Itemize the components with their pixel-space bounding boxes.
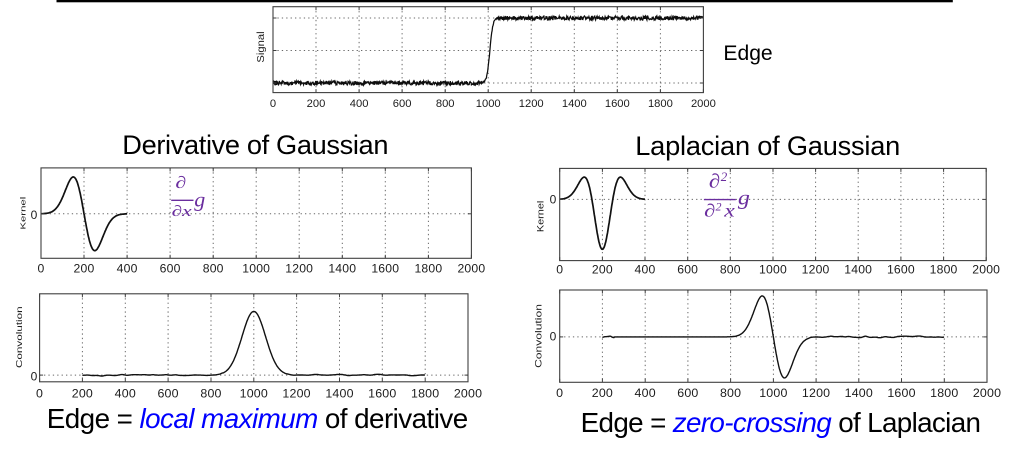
- svg-text:Laplacian of Gaussian: Laplacian of Gaussian: [635, 130, 900, 161]
- svg-text:0: 0: [31, 369, 38, 383]
- svg-text:0: 0: [556, 386, 563, 400]
- svg-text:200: 200: [592, 263, 613, 277]
- svg-text:∂x: ∂x: [172, 203, 192, 220]
- svg-text:800: 800: [200, 387, 221, 401]
- svg-text:1200: 1200: [802, 386, 830, 400]
- svg-text:Derivative of Gaussian: Derivative of Gaussian: [122, 129, 388, 160]
- svg-text:1200: 1200: [519, 98, 544, 110]
- svg-text:600: 600: [157, 387, 178, 401]
- svg-text:Convolution: Convolution: [16, 306, 25, 368]
- svg-text:0: 0: [556, 263, 563, 277]
- svg-text:1000: 1000: [242, 262, 270, 276]
- svg-text:1400: 1400: [562, 98, 587, 110]
- svg-text:1800: 1800: [930, 263, 958, 277]
- svg-text:600: 600: [160, 262, 181, 276]
- svg-text:2000: 2000: [454, 387, 482, 401]
- svg-text:0: 0: [550, 329, 557, 343]
- svg-text:2000: 2000: [457, 262, 485, 276]
- svg-text:1400: 1400: [844, 263, 872, 277]
- svg-text:Convolution: Convolution: [534, 304, 544, 368]
- svg-text:∂: ∂: [709, 171, 721, 193]
- svg-text:800: 800: [203, 262, 224, 276]
- svg-text:1600: 1600: [371, 262, 399, 276]
- svg-text:1200: 1200: [285, 262, 313, 276]
- svg-text:0: 0: [36, 387, 43, 401]
- svg-text:2000: 2000: [691, 98, 716, 110]
- svg-text:1800: 1800: [930, 386, 958, 400]
- svg-text:Edge = local maximum of deriva: Edge = local maximum of derivative: [47, 403, 468, 434]
- svg-text:1000: 1000: [240, 387, 268, 401]
- svg-text:2: 2: [716, 200, 722, 214]
- svg-text:∂: ∂: [704, 200, 715, 220]
- svg-text:1800: 1800: [411, 387, 439, 401]
- svg-text:400: 400: [635, 386, 656, 400]
- svg-text:200: 200: [592, 386, 613, 400]
- svg-text:Edge: Edge: [723, 42, 772, 65]
- svg-text:600: 600: [677, 263, 698, 277]
- svg-text:1600: 1600: [368, 387, 396, 401]
- svg-text:1600: 1600: [605, 98, 630, 110]
- svg-text:400: 400: [635, 263, 656, 277]
- svg-text:2000: 2000: [973, 386, 1001, 400]
- svg-text:600: 600: [677, 386, 698, 400]
- svg-text:400: 400: [117, 262, 138, 276]
- svg-text:400: 400: [115, 387, 136, 401]
- svg-text:600: 600: [393, 98, 412, 110]
- svg-text:1400: 1400: [325, 387, 353, 401]
- svg-text:0: 0: [38, 262, 45, 276]
- svg-text:1400: 1400: [328, 262, 356, 276]
- svg-text:0: 0: [31, 208, 38, 222]
- svg-text:200: 200: [307, 98, 326, 110]
- svg-text:800: 800: [720, 386, 741, 400]
- svg-text:Edge = zero-crossing of Laplac: Edge = zero-crossing of Laplacian: [581, 407, 981, 438]
- svg-text:1400: 1400: [845, 386, 873, 400]
- svg-text:2: 2: [721, 169, 728, 184]
- svg-text:Signal: Signal: [256, 31, 267, 62]
- svg-text:Kernel: Kernel: [19, 197, 28, 230]
- svg-text:1000: 1000: [759, 263, 787, 277]
- svg-text:1800: 1800: [648, 98, 673, 110]
- svg-text:g: g: [738, 186, 750, 210]
- svg-text:1000: 1000: [759, 386, 787, 400]
- svg-text:1600: 1600: [887, 263, 915, 277]
- svg-text:200: 200: [74, 262, 95, 276]
- svg-text:0: 0: [550, 192, 557, 206]
- svg-text:800: 800: [720, 263, 741, 277]
- svg-text:2000: 2000: [972, 263, 1000, 277]
- svg-text:1800: 1800: [414, 262, 442, 276]
- svg-text:200: 200: [72, 387, 93, 401]
- svg-text:∂: ∂: [175, 173, 186, 192]
- svg-text:1200: 1200: [802, 263, 830, 277]
- svg-text:Kernel: Kernel: [536, 201, 546, 232]
- svg-text:0: 0: [270, 98, 276, 110]
- svg-text:g: g: [194, 187, 205, 211]
- svg-text:400: 400: [350, 98, 369, 110]
- svg-text:x: x: [723, 201, 735, 221]
- svg-text:1600: 1600: [887, 386, 915, 400]
- svg-text:1000: 1000: [476, 98, 501, 110]
- svg-text:1200: 1200: [282, 387, 310, 401]
- svg-text:800: 800: [436, 98, 455, 110]
